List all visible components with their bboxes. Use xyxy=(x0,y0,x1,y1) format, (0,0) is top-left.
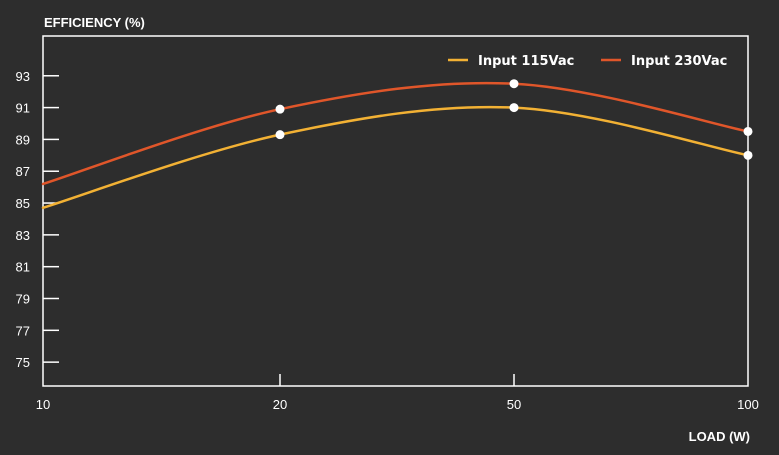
series-lines xyxy=(41,81,750,210)
x-tick-label: 10 xyxy=(36,397,50,412)
data-point-marker xyxy=(743,150,753,160)
plot-frame xyxy=(42,35,749,387)
y-tick-label: 93 xyxy=(16,69,30,84)
y-tick-label: 85 xyxy=(16,196,30,211)
data-point-marker xyxy=(509,79,519,89)
series-line-1 xyxy=(41,105,750,210)
x-axis: 10 20 50 100 xyxy=(36,374,759,412)
legend-label: Input 230Vac xyxy=(631,54,727,69)
y-tick-label: 91 xyxy=(16,101,30,116)
legend: Input 115Vac Input 230Vac xyxy=(448,54,727,69)
y-tick-label: 79 xyxy=(16,292,30,307)
legend-label: Input 115Vac xyxy=(478,54,574,69)
y-tick-label: 75 xyxy=(16,355,30,370)
x-tick-label: 50 xyxy=(507,397,521,412)
x-tick-label: 20 xyxy=(273,397,287,412)
data-point-marker xyxy=(275,130,285,140)
y-tick-label: 83 xyxy=(16,228,30,243)
data-point-marker xyxy=(743,126,753,136)
data-point-marker xyxy=(275,104,285,114)
y-tick-label: 87 xyxy=(16,164,30,179)
x-tick-label: 100 xyxy=(737,397,759,412)
y-axis-title: EFFICIENCY (%) xyxy=(44,15,145,30)
y-tick-label: 77 xyxy=(16,323,30,338)
series-markers xyxy=(275,79,753,160)
series-line-2 xyxy=(41,81,750,186)
x-axis-title: LOAD (W) xyxy=(689,429,750,444)
y-tick-label: 89 xyxy=(16,132,30,147)
y-axis: 75 77 79 81 83 85 87 89 91 93 xyxy=(16,69,59,370)
y-tick-label: 81 xyxy=(16,260,30,275)
data-point-marker xyxy=(509,103,519,113)
